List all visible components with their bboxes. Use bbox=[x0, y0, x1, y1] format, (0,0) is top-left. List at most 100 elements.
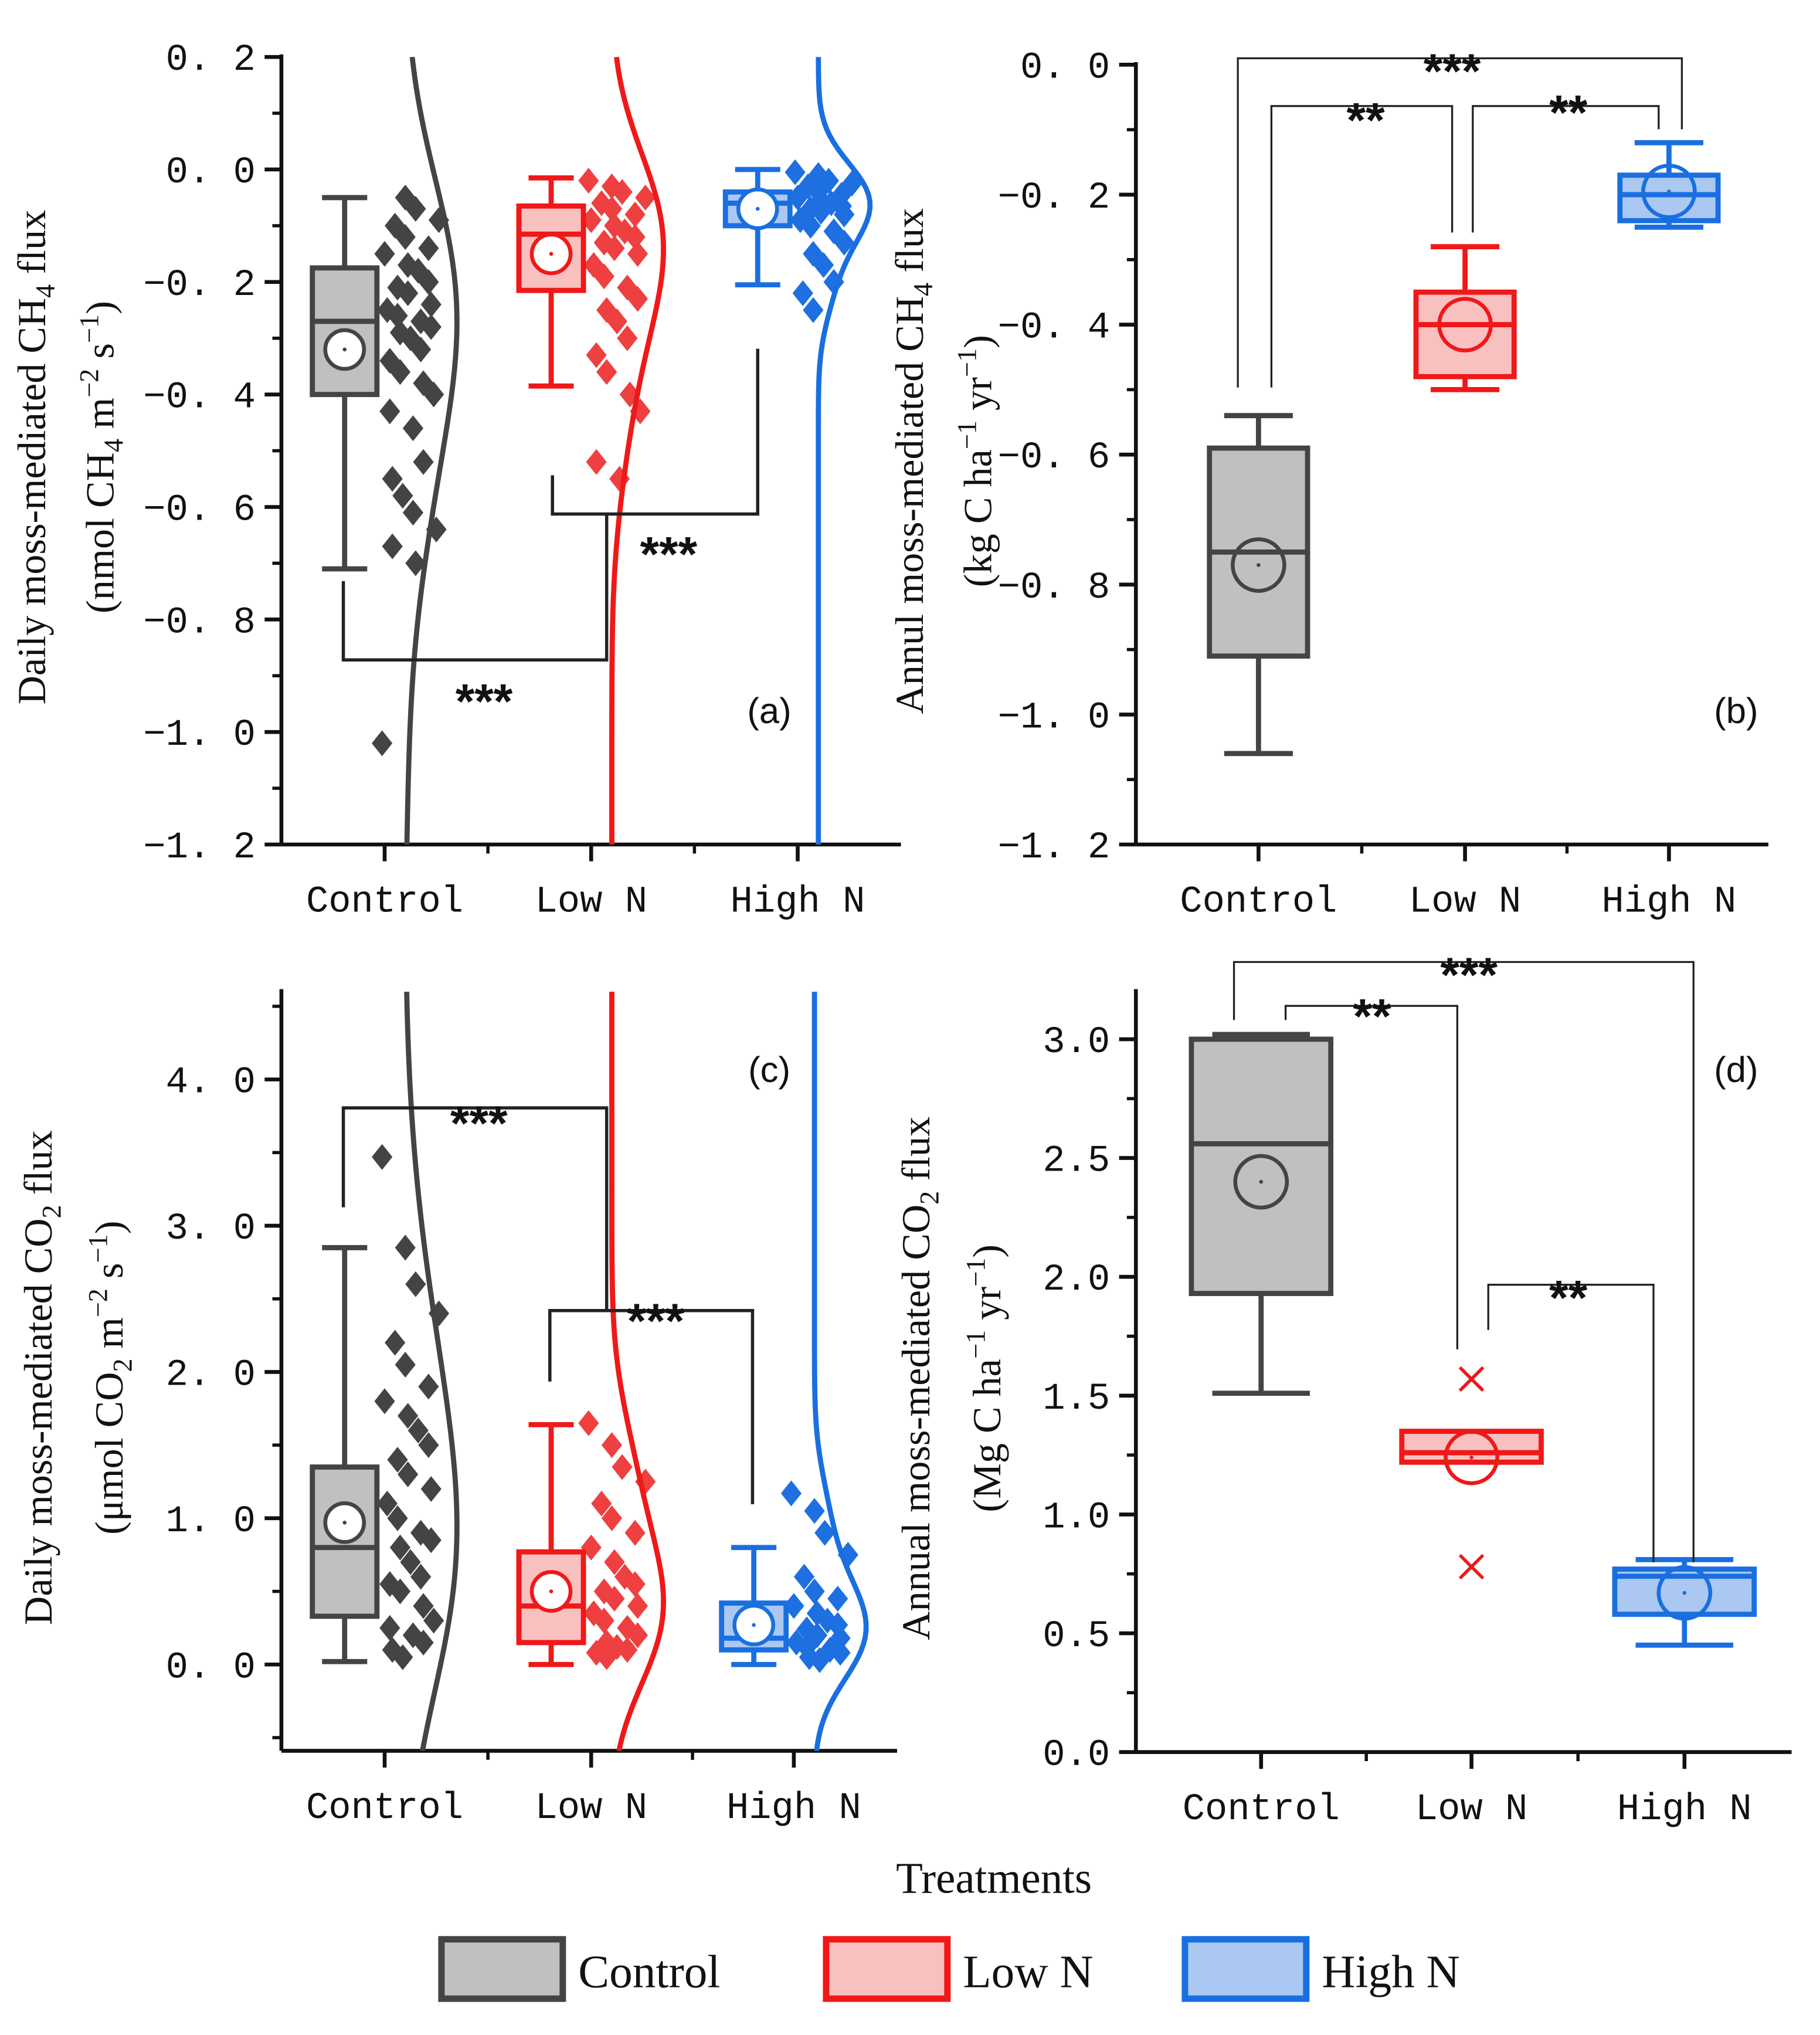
y-tick-label: −0. 4 bbox=[143, 377, 256, 419]
data-point bbox=[601, 1432, 623, 1459]
data-point bbox=[793, 1563, 815, 1590]
y-axis-title-part: −2 bbox=[74, 369, 104, 398]
data-point bbox=[591, 1490, 612, 1517]
y-tick-label: 0. 0 bbox=[1020, 47, 1110, 89]
outlier-marker bbox=[1458, 1554, 1485, 1580]
x-tick-label: Low N bbox=[1409, 881, 1522, 923]
y-tick-label: −1. 2 bbox=[143, 827, 256, 869]
panel-a: 0. 2 0. 0 −0. 2 −0. 4 −0. 6 −0. 8 −1. 0 −1. 2 Co… bbox=[9, 39, 901, 923]
data-point bbox=[780, 1480, 802, 1507]
y-axis-title-part: (nmol CH bbox=[78, 452, 123, 613]
panel-label: (b) bbox=[1714, 691, 1758, 731]
mean-marker bbox=[1444, 1429, 1499, 1485]
data-point bbox=[382, 466, 403, 492]
data-point bbox=[402, 415, 424, 442]
significance-stars: *** bbox=[450, 1095, 508, 1151]
data-point bbox=[372, 1144, 393, 1170]
mean-marker bbox=[1231, 537, 1286, 593]
y-tick-label: 0.0 bbox=[1043, 1735, 1110, 1777]
mean-dot bbox=[755, 206, 760, 211]
legend-swatch bbox=[438, 1936, 566, 2002]
legend-label: Low N bbox=[963, 1946, 1093, 1997]
y-tick-label: −1. 2 bbox=[998, 827, 1111, 869]
legend-swatch bbox=[1181, 1936, 1310, 2002]
y-axis-title-part: flux bbox=[9, 210, 54, 284]
y-axis-title-part: −1 bbox=[961, 1258, 991, 1287]
legend-swatch bbox=[823, 1936, 951, 2002]
data-point bbox=[413, 1593, 434, 1619]
y-axis-title: Annual moss-mediated CO2 flux bbox=[894, 1117, 944, 1640]
data-point bbox=[385, 1329, 406, 1356]
x-tick-label: Control bbox=[306, 881, 463, 923]
y-axis-title-part: ) bbox=[965, 1244, 1009, 1258]
box-low-n bbox=[516, 175, 586, 389]
significance-bracket bbox=[551, 348, 759, 516]
y-axis-title-part: yr bbox=[956, 377, 1000, 420]
significance-stars: *** bbox=[627, 1293, 684, 1348]
significance-stars: *** bbox=[1424, 43, 1481, 99]
iqr-box bbox=[1413, 289, 1517, 379]
box-low-n bbox=[516, 1422, 586, 1667]
x-tick-label: High N bbox=[1617, 1789, 1752, 1831]
y-tick-label: 0. 2 bbox=[166, 39, 256, 82]
mean-dot bbox=[1259, 1179, 1264, 1184]
mean-dot bbox=[342, 1521, 347, 1525]
y-tick-label: 1.0 bbox=[1043, 1497, 1110, 1539]
y-axis-title-part: 4 bbox=[99, 439, 128, 452]
data-point bbox=[389, 1578, 411, 1605]
box-control bbox=[310, 1245, 380, 1664]
data-point bbox=[395, 1234, 416, 1261]
box-control bbox=[1207, 413, 1310, 757]
mean-dot bbox=[1257, 563, 1261, 567]
data-point bbox=[395, 224, 416, 250]
data-point bbox=[814, 1520, 836, 1546]
y-tick-label: −0. 6 bbox=[998, 437, 1111, 479]
panel-d: 0.0 0.5 1.0 1.5 2.0 2.5 3.0 Control Low N High N A… bbox=[894, 947, 1792, 1831]
y-axis-title-part: Annul moss-mediated CH bbox=[887, 296, 932, 714]
box-high-n bbox=[722, 167, 793, 288]
mean-dot bbox=[1463, 323, 1467, 327]
mean-dot bbox=[549, 252, 554, 256]
density-curve bbox=[816, 57, 873, 845]
box-control bbox=[310, 195, 380, 572]
mean-dot bbox=[342, 347, 347, 352]
data-point bbox=[398, 1461, 419, 1488]
significance-stars: *** bbox=[1440, 947, 1498, 1002]
data-point bbox=[374, 240, 395, 267]
y-axis-title-part: Daily moss-mediated CH bbox=[9, 298, 54, 705]
y-axis-title-part: ) bbox=[87, 1221, 131, 1234]
data-point bbox=[398, 1403, 419, 1429]
mean-dot bbox=[1682, 1590, 1687, 1595]
significance-bracket bbox=[1270, 105, 1454, 388]
iqr-box bbox=[1189, 1036, 1334, 1296]
y-tick-label: 2.0 bbox=[1043, 1259, 1110, 1301]
y-tick-label: 2.5 bbox=[1043, 1141, 1110, 1183]
scatter-group bbox=[578, 991, 666, 1751]
significance-bracket bbox=[1237, 57, 1683, 388]
data-point bbox=[785, 159, 806, 185]
density-curve bbox=[609, 57, 666, 845]
y-axis-title: Daily moss-mediated CH4 flux bbox=[9, 210, 60, 705]
y-axis-title-part: 2 bbox=[914, 1191, 944, 1205]
data-point bbox=[624, 201, 646, 228]
y-tick-label: 3. 0 bbox=[166, 1208, 256, 1250]
density-curve bbox=[609, 991, 666, 1751]
data-point bbox=[578, 168, 599, 194]
data-point bbox=[382, 533, 403, 559]
data-point bbox=[624, 1571, 646, 1598]
x-tick-label: Control bbox=[306, 1788, 463, 1830]
y-tick-label: −0. 8 bbox=[998, 567, 1111, 609]
data-point bbox=[627, 240, 648, 267]
y-axis-title-part: s bbox=[78, 343, 123, 369]
data-point bbox=[395, 1351, 416, 1378]
y-axis-title-part: −1 bbox=[83, 1234, 113, 1263]
mean-dot bbox=[1667, 189, 1671, 194]
data-point bbox=[834, 201, 855, 228]
data-point bbox=[804, 1498, 825, 1524]
box-low-n bbox=[1399, 1366, 1544, 1580]
y-axis-title: (kg C ha−1 yr−1) bbox=[952, 335, 1000, 587]
y-axis-title-part: (kg C ha bbox=[956, 449, 1000, 587]
y-tick-label: 1. 0 bbox=[166, 1501, 256, 1543]
y-axis-title-part: 2 bbox=[108, 1358, 138, 1372]
significance-bracket bbox=[341, 1106, 609, 1311]
